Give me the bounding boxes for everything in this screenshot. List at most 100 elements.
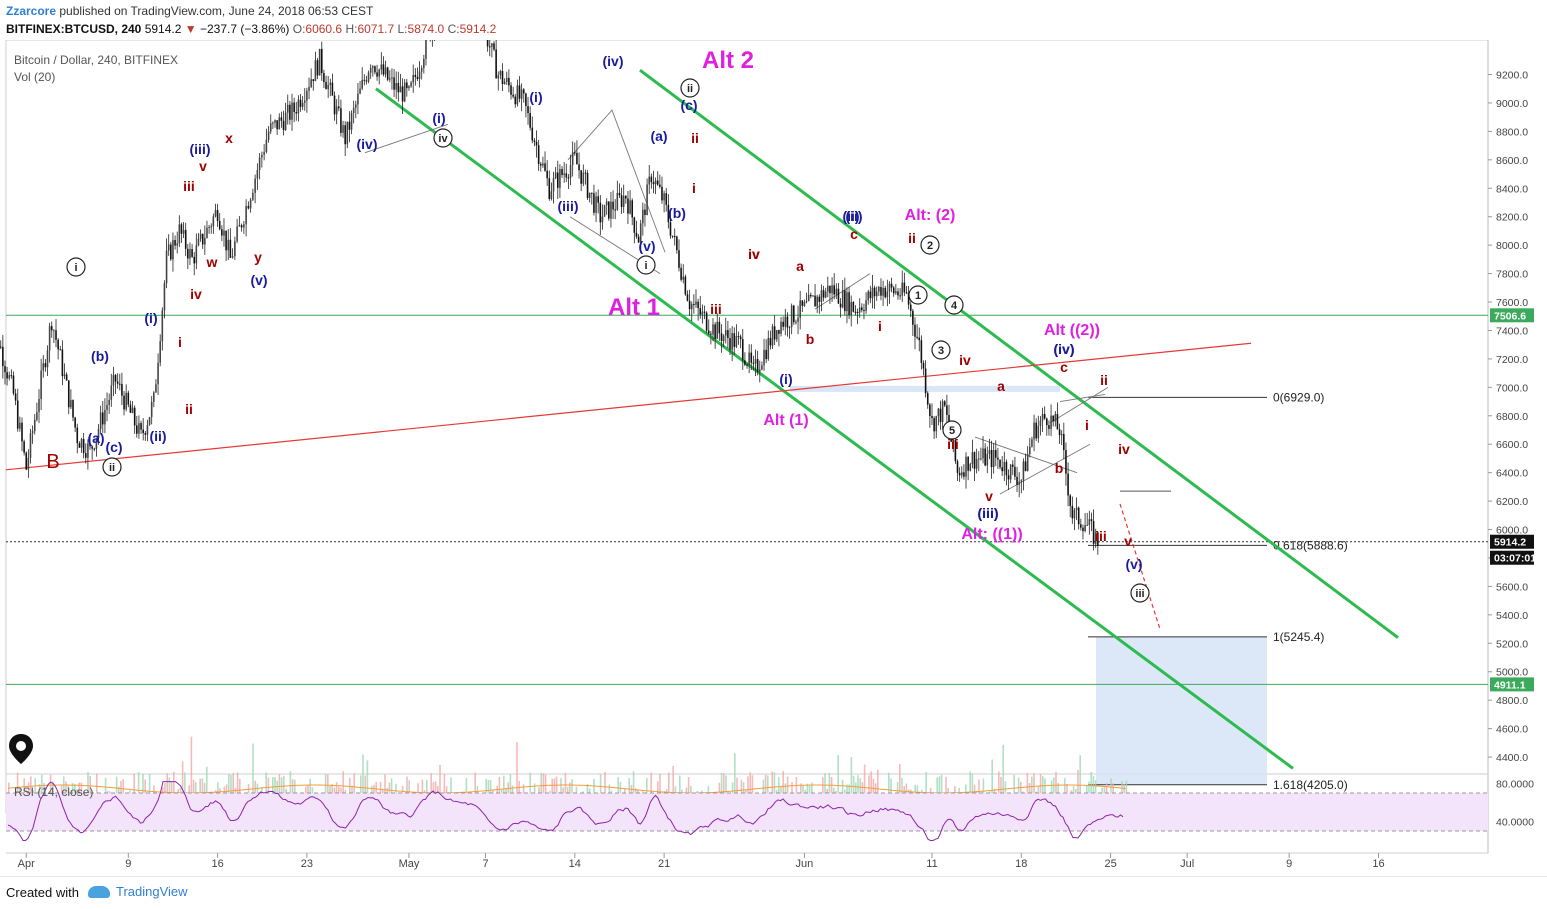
candle-body [1080,524,1082,528]
candle-body [763,349,765,366]
candle-body [539,163,542,166]
volume-bar [991,759,993,813]
candle-body [376,72,378,77]
candle-body [191,249,193,257]
author-name[interactable]: Zzarcore [6,4,57,18]
candle-body [299,99,302,107]
candle-body [314,60,317,82]
red-label: iii [1095,528,1107,544]
candle-body [240,225,243,228]
candle-body [544,163,546,171]
candle-body [80,439,83,448]
candle-body [493,43,495,50]
candle-body [27,457,30,470]
candle-body [722,335,725,342]
red-label: x [225,130,233,146]
volume-legend: Vol (20) [14,70,56,84]
candle-body [210,226,213,228]
price-tick-label: 8600.0 [1496,155,1528,167]
candle-body [247,205,250,209]
candle-body [245,205,247,225]
candle-body [497,75,500,79]
map-pin-icon[interactable] [8,733,34,765]
candle-body [888,283,891,292]
candle-body [254,178,256,193]
candle-body [699,308,702,315]
candle-body [153,392,155,402]
candle-body [289,104,291,120]
time-tick-label: 14 [569,858,581,870]
chart-legend: Bitcoin / Dollar, 240, BITFINEX Vol (20) [14,52,178,86]
candle-body [284,112,287,130]
red-label: ii [1100,372,1108,388]
candle-body [612,201,614,210]
candle-body [320,48,323,74]
candle-body [38,398,40,413]
candle-body [854,311,857,313]
blue-label: (b) [91,348,109,364]
time-axis[interactable]: Apr 9 16 23 May 7 14 21 Jun 11 18 25 Jul 9 16 [18,853,1385,870]
candle-body [276,120,278,130]
candle-body [352,107,355,114]
tradingview-logo[interactable]: TradingView [88,884,188,899]
red-label: i [178,334,182,350]
candle-body [733,333,736,347]
price-tick-label: 6600.0 [1496,439,1528,451]
fib-label: 0.618(5888.6) [1273,538,1348,552]
candle-body [133,407,136,426]
candle-body [861,307,863,311]
candle-body [956,461,959,473]
price-tick-label: 5400.0 [1496,610,1528,622]
candle-body [792,305,795,323]
trend-line [5,342,1252,471]
candle-body [625,196,627,199]
candle-body [695,301,697,305]
candle-body [318,48,321,76]
red-label: w [206,254,218,270]
candle-body [286,104,289,113]
candle-body [839,303,842,308]
candle-body [522,89,525,94]
candle-body [841,290,844,308]
time-tick-label: Jul [1180,858,1194,870]
candle-body [1020,480,1023,482]
candle-body [357,93,359,105]
candle-body [138,423,140,434]
candle-body [807,294,810,302]
candle-body [99,412,102,430]
candle-body [236,226,238,242]
price-axis[interactable]: 9200.0 9000.0 8800.0 8600.0 8400.0 8200.0 8000… [1488,70,1536,765]
volume-bar [863,764,866,813]
candle-body [869,291,872,299]
candle-body [875,291,878,297]
volume-bar [773,772,776,813]
candle-body [140,423,142,430]
candle-body [378,69,380,77]
candle-body [258,157,261,170]
candle-body [565,173,568,178]
candle-body [586,172,589,199]
candle-body [963,472,965,477]
candle-body [234,241,236,257]
candle-body [727,330,729,339]
candle-body [554,172,557,179]
price-tick-label: 6000.0 [1496,525,1528,537]
circled-wave-label: ii [109,462,115,474]
candle-body [310,79,312,87]
volume-bar [181,761,184,813]
candle-body [597,196,599,203]
candle-body [393,77,395,90]
candle-body [193,256,196,264]
candle-body [249,199,252,209]
candle-body [229,239,232,258]
candle-body [620,195,623,207]
price-change: −237.7 (−3.86%) [199,22,290,36]
candle-body [654,180,657,185]
candle-body [682,276,685,280]
blue-label: (ii) [842,208,859,224]
candle-body [788,326,791,328]
candle-body [418,71,421,79]
magenta-label: Alt ((2)) [1044,322,1100,339]
candle-body [574,152,576,154]
price-chart[interactable]: 0(6929.0) 0.618(5888.6) 1(5245.4) 1.618(420… [0,40,1547,875]
